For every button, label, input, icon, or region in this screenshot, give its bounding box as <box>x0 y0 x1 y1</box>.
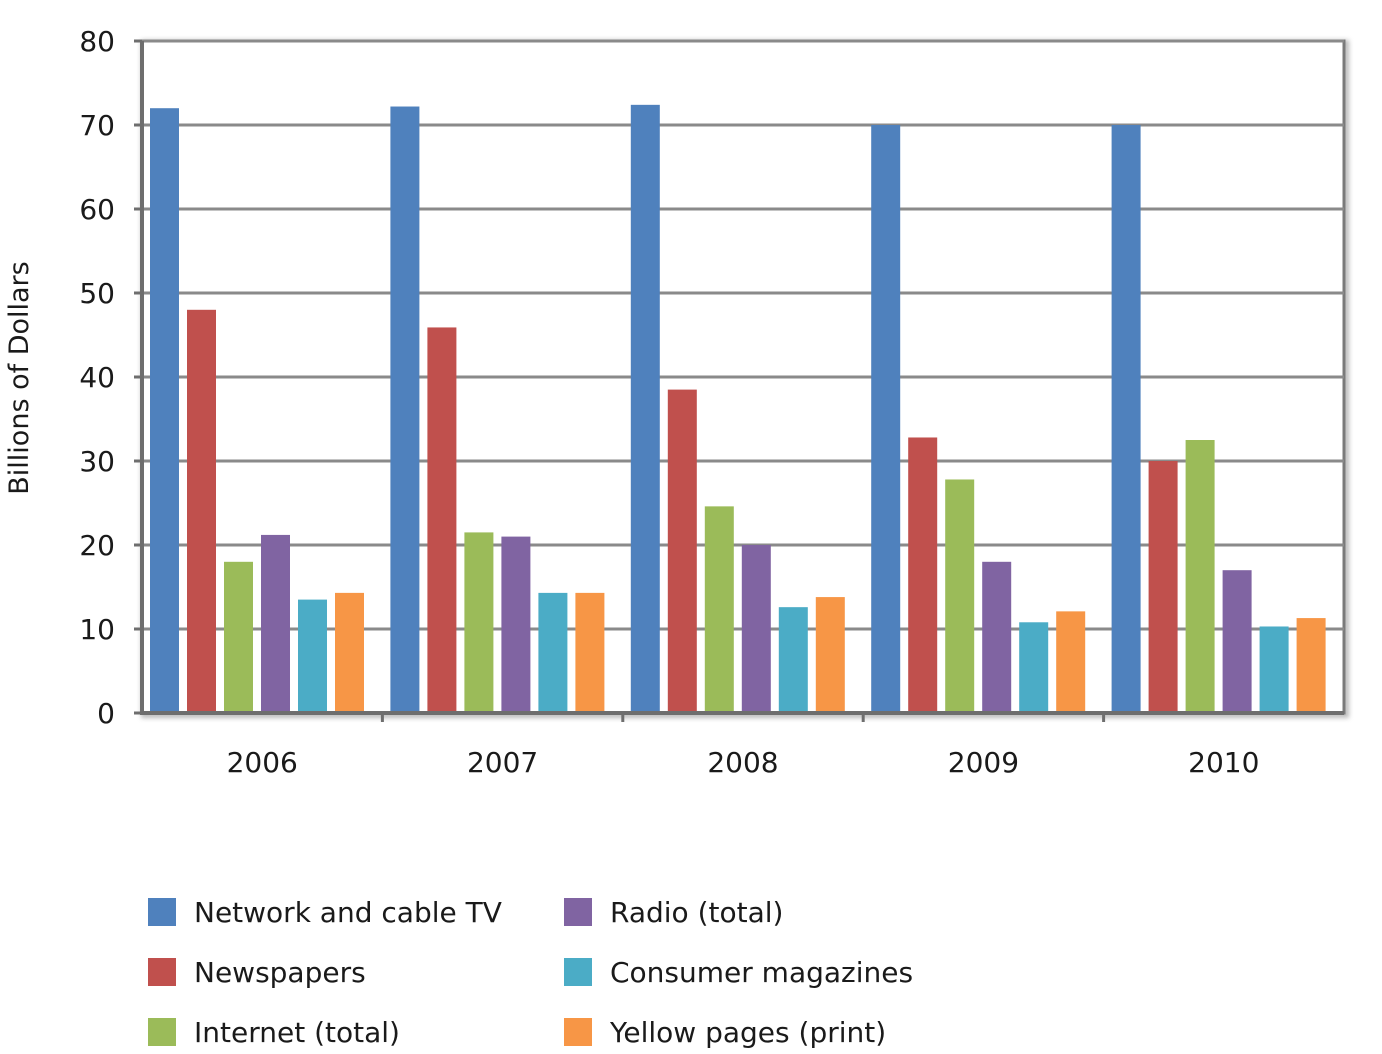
bar-2008-4 <box>778 607 808 713</box>
bar-2006-4 <box>298 599 327 713</box>
legend-label: Consumer magazines <box>610 955 914 989</box>
bar-2008-2 <box>704 506 734 713</box>
bar-2010-0 <box>1111 125 1141 713</box>
x-tick-label: 2007 <box>467 746 538 779</box>
y-tick-label: 50 <box>79 277 115 310</box>
bar-2006-1 <box>187 309 216 713</box>
legend-swatch <box>564 958 592 986</box>
bar-2009-0 <box>871 125 901 713</box>
legend-label: Network and cable TV <box>194 895 502 929</box>
legend-label: Radio (total) <box>610 895 784 929</box>
legend-label: Yellow pages (print) <box>610 1015 887 1049</box>
bar-2009-5 <box>1056 611 1086 713</box>
bar-2008-0 <box>630 104 660 714</box>
y-tick-label: 10 <box>79 613 115 646</box>
y-tick-label: 30 <box>79 445 115 478</box>
legend-item: Consumer magazines <box>564 950 913 994</box>
bars <box>150 104 1326 714</box>
bar-2010-5 <box>1296 618 1326 713</box>
x-tick-label: 2010 <box>1188 746 1259 779</box>
bar-2007-3 <box>501 536 531 713</box>
legend: Network and cable TV Newspapers Internet (… <box>148 890 968 1050</box>
x-tick-label: 2006 <box>227 746 298 779</box>
bar-2007-2 <box>464 532 494 713</box>
bar-2007-5 <box>575 592 605 713</box>
legend-item: Newspapers <box>148 950 366 994</box>
axes: 0 10 20 30 40 50 60 70 80 2006 2007 2008 2009 2010 <box>79 25 1344 779</box>
legend-label: Newspapers <box>194 955 366 989</box>
bar-2007-0 <box>390 106 420 713</box>
y-tick-label: 60 <box>79 193 115 226</box>
bar-2010-2 <box>1185 440 1215 713</box>
bar-2008-3 <box>741 545 771 713</box>
bar-2010-4 <box>1259 626 1289 713</box>
x-tick-label: 2009 <box>948 746 1019 779</box>
bar-2008-1 <box>667 389 697 713</box>
legend-swatch <box>148 1018 176 1046</box>
y-tick-label: 0 <box>97 697 115 730</box>
bar-2007-4 <box>538 592 568 713</box>
bar-2006-3 <box>261 534 290 713</box>
bar-2010-1 <box>1148 461 1178 713</box>
y-tick-label: 40 <box>79 361 115 394</box>
y-tick-label: 80 <box>79 25 115 58</box>
bar-2006-0 <box>150 108 179 713</box>
legend-item: Network and cable TV <box>148 890 502 934</box>
legend-swatch <box>148 898 176 926</box>
bar-2007-1 <box>427 327 457 713</box>
bar-2009-1 <box>908 437 938 713</box>
legend-swatch <box>564 898 592 926</box>
bar-2006-5 <box>335 592 364 713</box>
legend-label: Internet (total) <box>194 1015 400 1049</box>
bar-2009-4 <box>1019 622 1049 713</box>
legend-swatch <box>564 1018 592 1046</box>
bar-2006-2 <box>224 561 253 713</box>
y-axis-title: Billions of Dollars <box>4 261 35 494</box>
legend-item: Internet (total) <box>148 1010 400 1054</box>
y-tick-label: 70 <box>79 109 115 142</box>
bar-2008-5 <box>815 597 845 713</box>
bar-2010-3 <box>1222 570 1252 713</box>
legend-item: Yellow pages (print) <box>564 1010 886 1054</box>
legend-swatch <box>148 958 176 986</box>
x-tick-label: 2008 <box>707 746 778 779</box>
legend-item: Radio (total) <box>564 890 783 934</box>
bar-2009-3 <box>982 561 1012 713</box>
bar-2009-2 <box>945 479 975 713</box>
y-tick-label: 20 <box>79 529 115 562</box>
